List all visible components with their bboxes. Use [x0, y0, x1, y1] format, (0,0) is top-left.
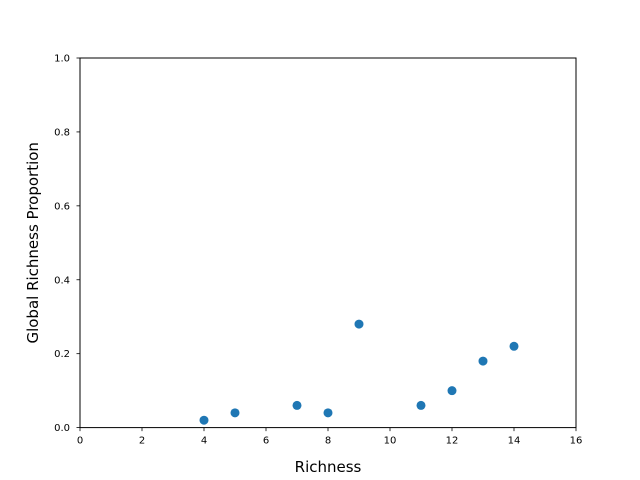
- x-tick-label: 4: [201, 436, 207, 447]
- scatter-point: [509, 341, 519, 351]
- scatter-point: [447, 386, 457, 396]
- y-tick-label: 1.0: [54, 54, 70, 65]
- y-tick-label: 0.8: [54, 127, 70, 138]
- x-axis-label: Richness: [295, 458, 362, 476]
- data-points: [199, 319, 519, 425]
- y-tick-label: 0.4: [54, 275, 70, 286]
- scatter-point: [416, 400, 426, 410]
- scatter-point: [478, 356, 488, 366]
- y-tick-label: 0.2: [54, 349, 70, 360]
- x-axis-ticks: 0 2 4 6 8 10 12 14 16: [77, 427, 583, 447]
- x-tick-label: 2: [139, 436, 145, 447]
- y-axis-label: Global Richness Proportion: [24, 142, 42, 343]
- scatter-point: [354, 319, 364, 329]
- y-axis-ticks: 0.0 0.2 0.4 0.6 0.8 1.0: [54, 54, 80, 434]
- scatter-point: [199, 415, 209, 425]
- y-tick-label: 0.0: [54, 423, 70, 434]
- x-tick-label: 8: [325, 436, 331, 447]
- scatter-point: [292, 400, 302, 410]
- x-tick-label: 12: [446, 436, 459, 447]
- scatter-point: [323, 408, 333, 418]
- y-tick-label: 0.6: [54, 201, 70, 212]
- x-tick-label: 6: [263, 436, 269, 447]
- x-tick-label: 16: [570, 436, 583, 447]
- x-tick-label: 0: [77, 436, 83, 447]
- scatter-point: [230, 408, 240, 418]
- x-tick-label: 14: [508, 436, 521, 447]
- x-tick-label: 10: [384, 436, 397, 447]
- plot-area-frame: [79, 57, 577, 429]
